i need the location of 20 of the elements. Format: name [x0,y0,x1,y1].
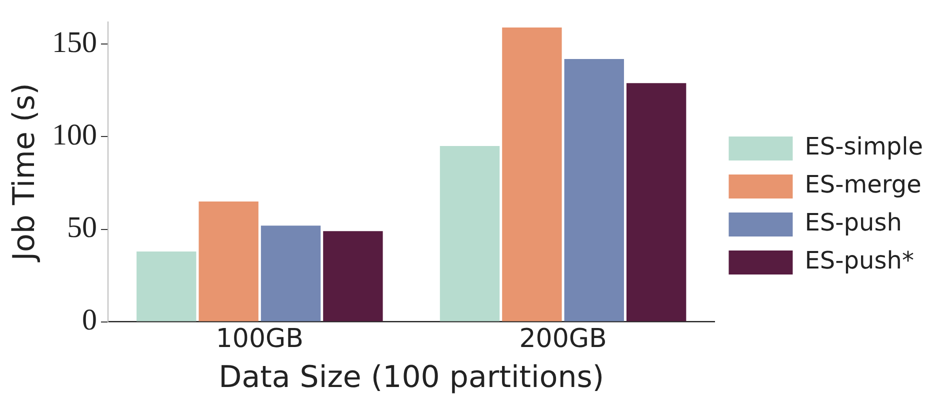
bar [440,146,500,322]
y-tick-label: 0 [82,304,97,337]
y-tick-label: 150 [52,26,97,60]
bar [626,83,686,322]
x-tick-label: 100GB [216,324,304,354]
bar [502,28,562,322]
bar [136,251,196,322]
bar [260,226,321,322]
legend-label: ES-push [804,208,902,237]
legend-label: ES-simple [804,132,924,161]
legend-label: ES-push* [804,246,914,275]
bar [323,231,383,322]
x-tick-label: 200GB [519,324,607,354]
y-tick-label: 50 [67,211,97,244]
bar [564,59,624,322]
legend-label: ES-merge [804,170,922,199]
bar [198,202,258,322]
x-axis-title: Data Size (100 partitions) [218,360,604,395]
y-tick-label: 100 [52,118,97,152]
y-axis-title: Job Time (s) [6,83,42,263]
